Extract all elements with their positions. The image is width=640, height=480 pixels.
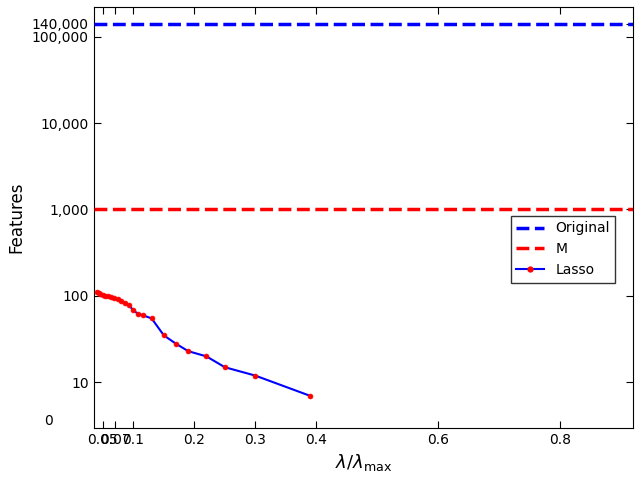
Y-axis label: Features: Features: [7, 181, 25, 253]
X-axis label: $\lambda/\lambda_{\rm max}$: $\lambda/\lambda_{\rm max}$: [335, 452, 392, 473]
Legend: Original, M, Lasso: Original, M, Lasso: [511, 216, 615, 283]
Text: 0: 0: [45, 414, 53, 428]
